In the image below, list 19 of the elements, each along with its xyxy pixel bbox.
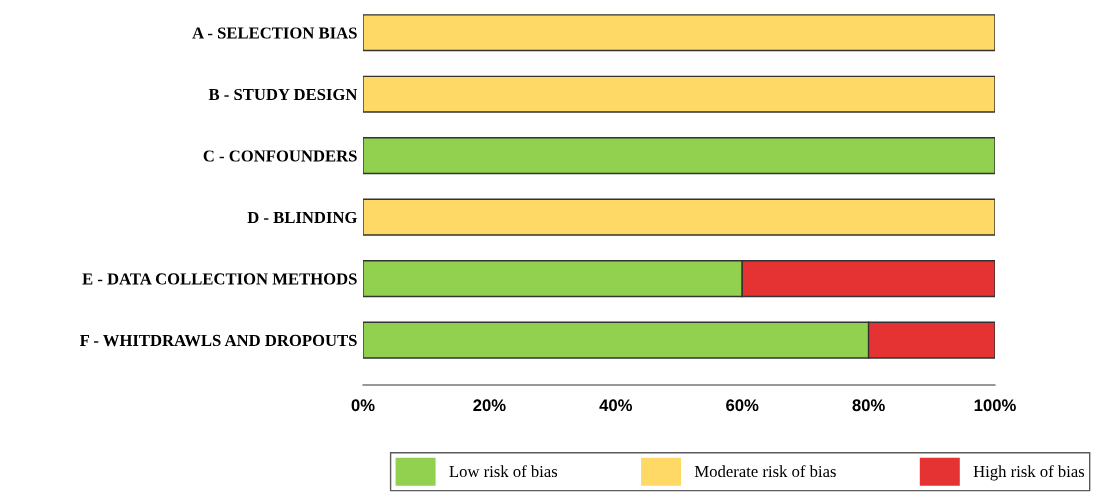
y-tick-label: B - STUDY DESIGN bbox=[208, 88, 358, 101]
legend-label: High risk of bias bbox=[973, 465, 1085, 481]
y-tick-label: D - BLINDING bbox=[247, 211, 357, 224]
x-tick-label: 0% bbox=[351, 399, 375, 412]
bar bbox=[363, 75, 995, 113]
x-tick-label: 20% bbox=[473, 399, 506, 412]
y-tick-label: E - DATA COLLECTION METHODS bbox=[82, 273, 357, 285]
x-tick-label: 40% bbox=[599, 399, 633, 412]
legend-label: Moderate risk of bias bbox=[694, 465, 836, 478]
x-tick-label: 60% bbox=[726, 399, 759, 412]
x-tick-label: 100% bbox=[974, 399, 1016, 412]
y-tick-label: A - SELECTION BIAS bbox=[192, 27, 357, 39]
bar bbox=[363, 198, 995, 236]
legend-label: Low risk of bias bbox=[449, 465, 558, 478]
y-tick-label: C - CONFOUNDERS bbox=[203, 150, 357, 162]
bar bbox=[363, 137, 995, 175]
bar bbox=[363, 14, 995, 52]
x-tick-label: 80% bbox=[852, 399, 885, 412]
y-tick-label: F - WHITDRAWLS AND DROPOUTS bbox=[79, 334, 357, 347]
